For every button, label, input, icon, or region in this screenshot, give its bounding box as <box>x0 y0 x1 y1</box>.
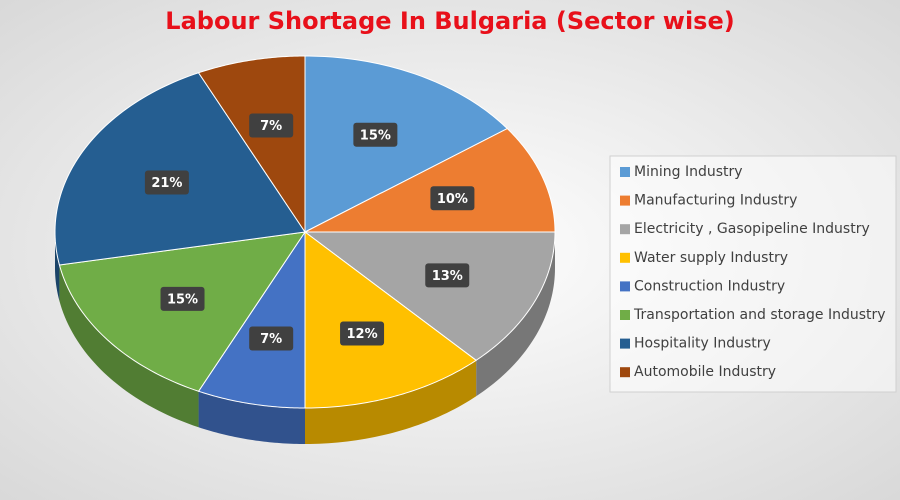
slice <box>304 231 478 409</box>
legend-label: Mining Industry <box>634 164 743 180</box>
data-label: 21% <box>151 176 182 191</box>
legend-label: Electricity , Gasopipeline Industry <box>634 221 870 237</box>
slice <box>197 230 306 409</box>
legend-label: Water supply Industry <box>634 250 788 266</box>
slice-side <box>59 264 199 428</box>
slice-side <box>476 232 555 397</box>
data-labels: 15% 10% 13% 12% 7% 15% 21% 7% <box>144 113 475 351</box>
legend-swatch <box>620 310 630 320</box>
data-label: 12% <box>346 327 377 342</box>
legend-swatch <box>620 167 630 177</box>
data-label-bg <box>249 113 294 138</box>
slice <box>58 231 307 392</box>
legend-swatch <box>620 367 630 378</box>
data-label-bg <box>144 170 189 195</box>
slice <box>197 55 306 234</box>
legend-label: Hospitality Industry <box>634 336 771 352</box>
data-label-bg <box>249 326 294 351</box>
data-label-bg <box>340 321 385 346</box>
slice-side <box>198 391 305 444</box>
legend-swatch <box>620 338 630 349</box>
slice-side <box>305 360 477 444</box>
data-label: 7% <box>260 119 282 134</box>
data-label-bg <box>160 286 205 311</box>
legend-label: Transportation and storage Industry <box>633 307 886 323</box>
data-label: 7% <box>260 332 282 347</box>
chart-title: Labour Shortage In Bulgaria (Sector wise… <box>165 7 734 35</box>
data-label: 15% <box>360 128 391 143</box>
data-label-bg <box>425 263 470 288</box>
legend: Mining Industry Manufacturing Industry Ele… <box>620 164 886 380</box>
pie-top <box>54 55 556 409</box>
slice <box>304 127 556 233</box>
legend-label: Manufacturing Industry <box>634 193 797 209</box>
legend-swatch <box>620 195 630 206</box>
legend-box <box>609 155 897 393</box>
legend-swatch <box>620 224 630 235</box>
data-label: 10% <box>437 192 468 207</box>
data-label: 13% <box>432 269 463 284</box>
data-label-bg <box>353 122 398 147</box>
slice <box>304 55 509 233</box>
legend-label: Construction Industry <box>634 278 785 294</box>
slice <box>303 231 556 361</box>
legend-swatch <box>620 252 630 263</box>
data-label: 15% <box>167 292 198 307</box>
data-label-bg <box>430 186 475 211</box>
slice <box>54 72 306 266</box>
legend-swatch <box>620 281 630 292</box>
legend-label: Automobile Industry <box>634 364 776 380</box>
